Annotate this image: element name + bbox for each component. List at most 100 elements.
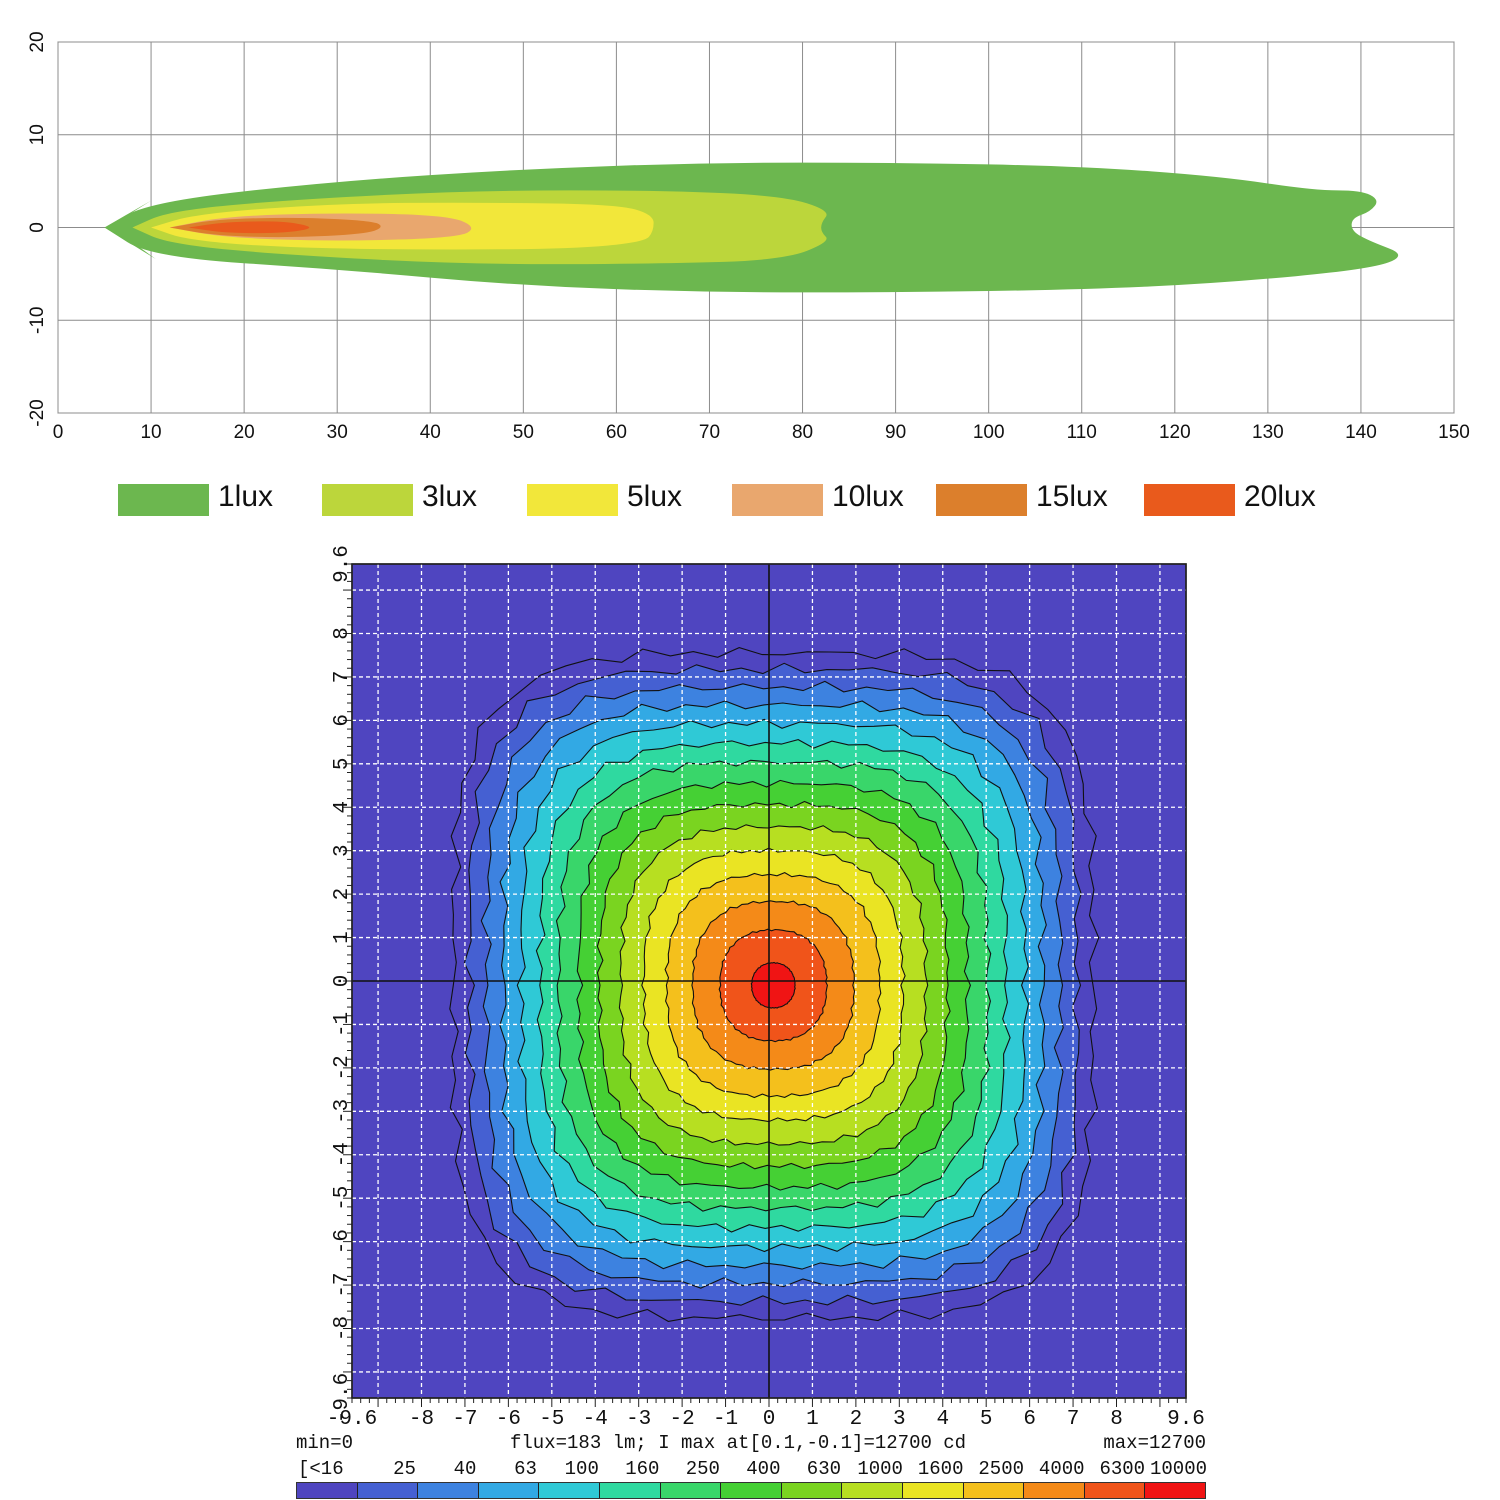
scale-label: 630 (806, 1458, 842, 1480)
colorbar-segment (539, 1483, 600, 1498)
heatmap-x-tick-label: -6 (496, 1408, 521, 1430)
x-tick-label: 0 (53, 422, 64, 443)
heatmap-x-tick-label: -3 (626, 1408, 651, 1430)
heatmap-x-tick-label: 6 (1023, 1408, 1036, 1430)
heatmap-y-tick-label: 5 (331, 758, 354, 771)
isolux-tick-labels: 0 10 20 30 40 50 60 70 80 90 100 110 120 130 140 150201… (27, 31, 1470, 443)
contour-band-10000 (750, 961, 796, 1009)
scale-label: 250 (685, 1458, 720, 1480)
legend-label: 3lux (422, 480, 478, 513)
x-tick-label: 40 (420, 422, 441, 443)
legend-label: 5lux (627, 480, 683, 513)
y-tick-label: -20 (27, 399, 48, 426)
heatmap-y-tick-label: -8 (331, 1316, 354, 1341)
x-tick-label: 140 (1345, 422, 1377, 443)
colorbar-segment (902, 1483, 964, 1498)
isolux-areas (104, 162, 1399, 293)
legend-swatch (936, 484, 1027, 516)
heatmap-y-tick-label: 6 (331, 714, 354, 727)
legend-swatch (527, 484, 618, 516)
colorbar-segment (1084, 1483, 1146, 1498)
legend-label: 20lux (1244, 480, 1316, 513)
max-readout: max=12700 (1103, 1432, 1206, 1454)
colorbar-segment (297, 1483, 358, 1498)
legend-swatch (322, 484, 413, 516)
isolux-area-20lux (188, 221, 310, 234)
heatmap-x-tick-label: -4 (583, 1408, 608, 1430)
x-tick-label: 60 (606, 422, 627, 443)
heatmap-x-tick-label: 0 (763, 1408, 776, 1430)
heatmap-y-tick-label: 1 (331, 931, 354, 944)
scale-label: 63 (514, 1458, 537, 1480)
heatmap-x-tick-label: -9.6 (327, 1408, 377, 1430)
colorbar-segment (1024, 1483, 1085, 1498)
min-readout: min=0 (296, 1432, 354, 1454)
heatmap-y-tick-label: 4 (331, 801, 354, 814)
heatmap-y-tick-label: -6 (331, 1229, 354, 1254)
heatmap-info-row: min=0 flux=183 lm; I max at[0.1,-0.1]=12… (296, 1432, 1206, 1456)
scale-label: 4000 (1038, 1458, 1085, 1480)
x-tick-label: 120 (1159, 422, 1191, 443)
heatmap-colorbar (296, 1482, 1206, 1499)
colorbar-segment (357, 1483, 419, 1498)
colorbar-segment (599, 1483, 661, 1498)
heatmap-scale-labels: [<16 25 40 63 100 160 250 400 630 1000 1600 2500 400… (296, 1458, 1208, 1482)
y-tick-label: -10 (27, 307, 48, 334)
x-tick-label: 20 (234, 422, 255, 443)
heatmap-y-tick-label: -2 (331, 1055, 354, 1080)
heatmap-x-tick-label: 3 (893, 1408, 906, 1430)
heatmap-x-tick-label: 4 (936, 1408, 949, 1430)
scale-label: 100 (564, 1458, 599, 1480)
legend-label: 10lux (832, 480, 904, 513)
x-tick-label: 150 (1438, 422, 1470, 443)
legend-label: 1lux (218, 480, 274, 513)
heatmap-bands (449, 647, 1100, 1322)
x-tick-label: 50 (513, 422, 534, 443)
x-tick-label: 110 (1067, 422, 1097, 443)
heatmap-y-tick-label: 7 (331, 671, 354, 684)
heatmap-y-tick-label: 9.6 (331, 545, 354, 583)
scale-label: 160 (625, 1458, 660, 1480)
heatmap-y-tick-label: 0 (331, 975, 354, 988)
x-tick-label: 100 (973, 422, 1005, 443)
heatmap-x-tick-label: -2 (670, 1408, 695, 1430)
x-tick-label: 130 (1252, 422, 1284, 443)
heatmap-x-tick-label: 9.6 (1167, 1408, 1205, 1430)
colorbar-segment (1145, 1483, 1205, 1498)
y-tick-label: 0 (27, 222, 48, 233)
heatmap-y-tick-label: -5 (331, 1186, 354, 1211)
heatmap-x-tick-label: 5 (980, 1408, 993, 1430)
isolux-chart: 0 10 20 30 40 50 60 70 80 90 100 110 120 130 140 150201… (27, 31, 1470, 443)
heatmap-x-tick-label: -7 (452, 1408, 477, 1430)
scale-label: 1000 (857, 1458, 903, 1480)
y-tick-label: 10 (27, 124, 48, 145)
heatmap-x-tick-label: -8 (409, 1408, 434, 1430)
heatmap-y-tick-label: 3 (331, 844, 354, 857)
legend-label: 15lux (1036, 480, 1108, 513)
colorbar-segment (418, 1483, 479, 1498)
heatmap-y-tick-label: -9.6 (331, 1373, 354, 1423)
scale-label: 10000 (1150, 1458, 1208, 1480)
heatmap-y-tick-label: -4 (331, 1142, 354, 1167)
x-tick-label: 80 (792, 422, 813, 443)
isolux-origin-fork (104, 227, 156, 260)
heatmap-y-tick-label: -3 (331, 1099, 354, 1124)
heatmap-x-tick-label: 2 (850, 1408, 863, 1430)
colorbar-segment (963, 1483, 1025, 1498)
scale-label: 25 (393, 1458, 416, 1480)
scale-label: 40 (453, 1458, 477, 1480)
colorbar-segment (478, 1483, 540, 1498)
heatmap-x-tick-label: -1 (713, 1408, 738, 1430)
x-tick-label: 30 (327, 422, 348, 443)
heatmap-y-tick-label: 2 (331, 888, 354, 901)
heatmap-plot-area (343, 563, 1187, 1407)
candela-heatmap: -9.6 -8 -7 -6 -5 -4 -3 -2 -1 0 1 2 3 4 5 6 7 8 9.6 9.6 8 7 6 5 4… (327, 545, 1205, 1430)
heatmap-x-tick-label: 8 (1110, 1408, 1123, 1430)
heatmap-tick-labels: -9.6 -8 -7 -6 -5 -4 -3 -2 -1 0 1 2 3 4 5 6 7 8 9.6 9.6 8 7 6 5 4… (327, 545, 1205, 1430)
legend-swatch (1144, 484, 1235, 516)
isolux-origin-fork (104, 200, 152, 228)
colorbar-segment (781, 1483, 843, 1498)
scale-label: 6300 (1099, 1458, 1146, 1480)
colorbar-segment (660, 1483, 722, 1498)
colorbar-segment (721, 1483, 782, 1498)
